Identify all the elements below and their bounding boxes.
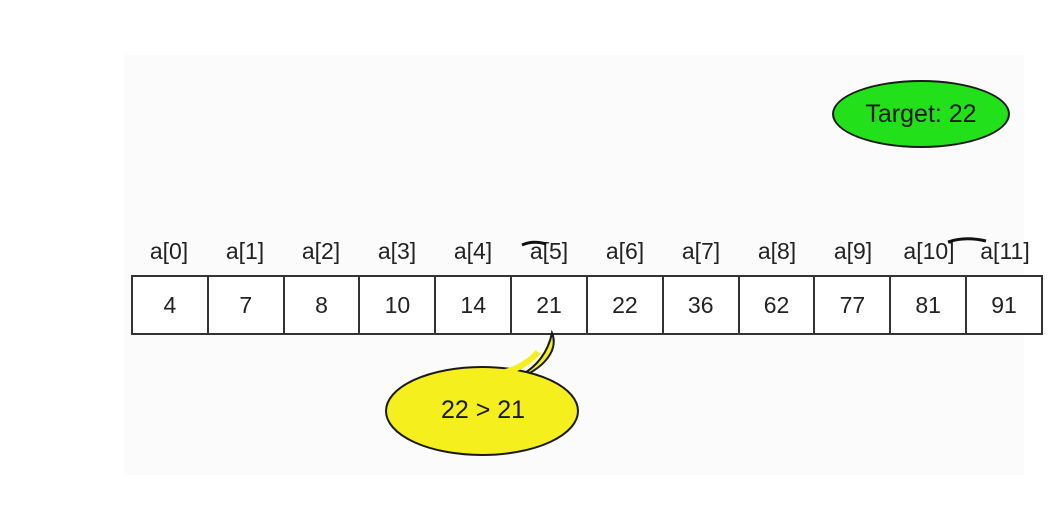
array-cell: 10 (360, 277, 437, 333)
index-label-2: a[2] (301, 238, 341, 264)
array-cell: 22 (588, 277, 664, 333)
array-cell: 8 (285, 277, 361, 333)
index-label-3: a[3] (377, 238, 417, 264)
index-label-4: a[4] (453, 238, 493, 264)
index-label-8: a[8] (757, 238, 797, 264)
index-label-6: a[6] (605, 238, 645, 264)
array-cell: 81 (891, 277, 968, 333)
callout-bubble (385, 366, 579, 456)
array-cell: 77 (815, 277, 892, 333)
index-label-10: a[10] (903, 238, 955, 264)
target-label: Target: 22 (865, 99, 977, 128)
callout-tail-join (504, 350, 541, 375)
index-label-1: a[1] (225, 238, 265, 264)
comparison-text: 22 > 21 (440, 396, 526, 424)
index-label-0: a[0] (149, 238, 189, 264)
array-cell: 62 (740, 277, 816, 333)
array-cell: 14 (436, 277, 513, 333)
array-cell: 21 (512, 277, 588, 333)
index-label-7: a[7] (681, 238, 721, 264)
target-badge: Target: 22 (832, 80, 1010, 148)
array-cell: 4 (133, 277, 209, 333)
index-label-11: a[11] (980, 238, 1030, 264)
index-label-9: a[9] (833, 238, 873, 264)
index-labels-row: a[0] a[1] a[2] a[3] a[4] a[5] a[6] a[7] … (131, 238, 1043, 268)
array-cell: 36 (664, 277, 740, 333)
array-row: 4 7 8 10 14 21 22 36 62 77 81 91 (131, 275, 1043, 335)
array-cell: 7 (209, 277, 285, 333)
array-cell: 91 (991, 291, 1017, 318)
